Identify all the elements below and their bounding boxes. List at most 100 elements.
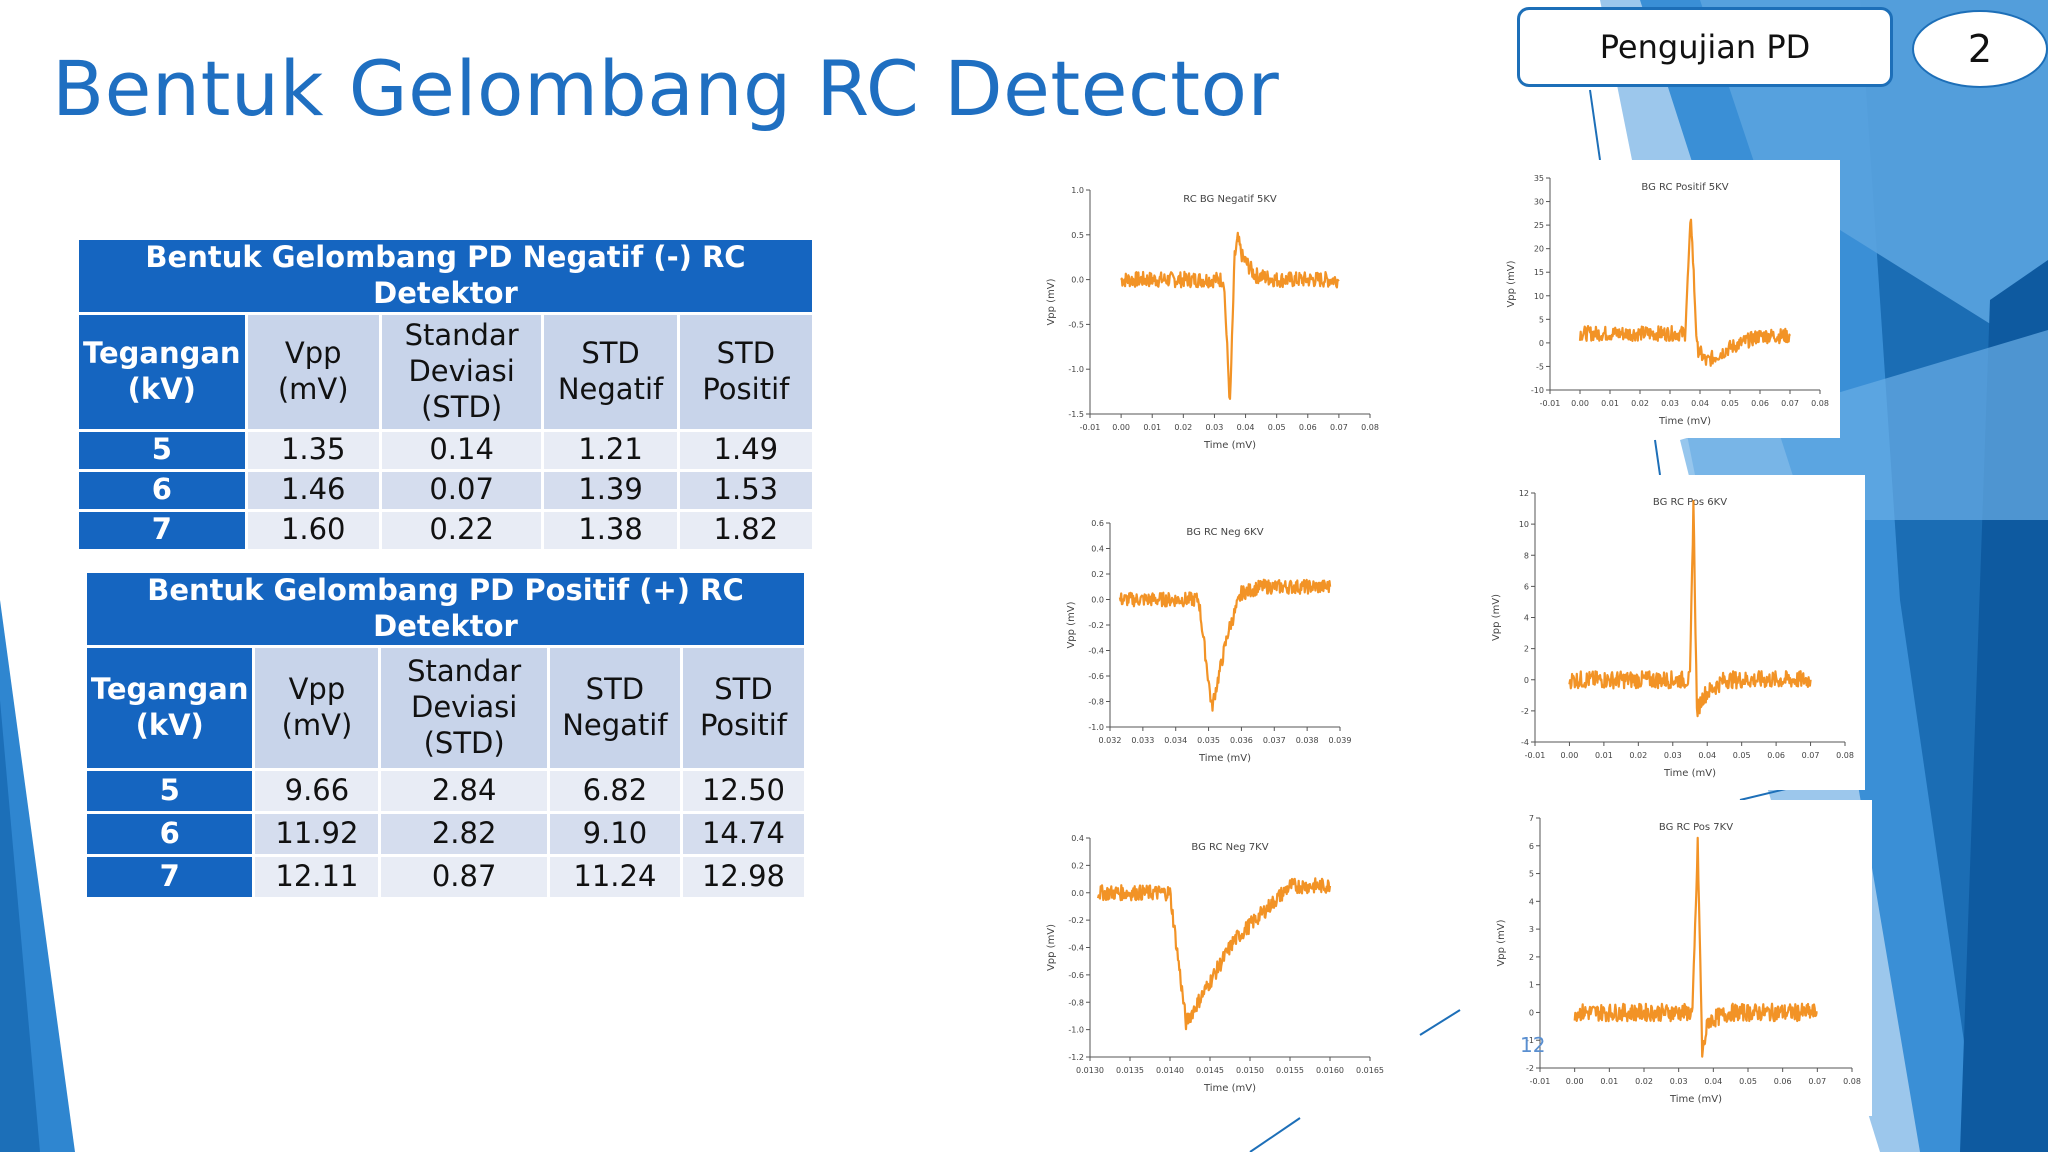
x-tick-label: 0.08 bbox=[1361, 423, 1379, 432]
y-tick-label: -5 bbox=[1536, 362, 1544, 371]
y-tick-label: -1.2 bbox=[1068, 1053, 1084, 1062]
x-tick-label: 0.01 bbox=[1601, 399, 1619, 408]
y-tick-label: 1.0 bbox=[1071, 186, 1084, 195]
chart-svg: -0.01 0.00 0.01 0.02 0.03 0.04 0.05 0.06 0.07 0.0… bbox=[1506, 174, 1829, 427]
y-tick-label: -1.0 bbox=[1068, 365, 1084, 374]
page-badge: 2 bbox=[1912, 10, 2048, 88]
x-tick-label: 0.05 bbox=[1268, 423, 1286, 432]
y-tick-label: -0.4 bbox=[1068, 944, 1084, 953]
table-cell: 7 bbox=[87, 856, 253, 897]
x-tick-label: 0.06 bbox=[1751, 399, 1769, 408]
chart-svg: -0.01 0.00 0.01 0.02 0.03 0.04 0.05 0.06 0.07 0.0… bbox=[1046, 186, 1379, 451]
table-header: Vpp (mV) bbox=[247, 314, 379, 429]
x-tick-label: 0.07 bbox=[1808, 1077, 1826, 1086]
table-caption: Bentuk Gelombang PD Positif (+) RC Detek… bbox=[87, 573, 804, 645]
y-tick-label: -1.0 bbox=[1068, 1026, 1084, 1035]
x-tick-label: -0.01 bbox=[1525, 751, 1546, 760]
x-tick-label: 0.0155 bbox=[1276, 1066, 1304, 1075]
table-header: Standar Deviasi (STD) bbox=[381, 647, 547, 768]
table-cell: 5 bbox=[87, 770, 253, 811]
table-header: Tegangan (kV) bbox=[87, 647, 253, 768]
table-cell: 12.11 bbox=[255, 856, 379, 897]
y-tick-label: 1 bbox=[1529, 981, 1534, 990]
chart-pos-7kv: -0.01 0.00 0.01 0.02 0.03 0.04 0.05 0.06 0.07 0.0… bbox=[1490, 800, 1872, 1116]
x-tick-label: 0.039 bbox=[1329, 736, 1352, 745]
table-cell: 9.66 bbox=[255, 770, 379, 811]
table-cell: 6.82 bbox=[549, 770, 680, 811]
x-axis-label: Time (mV) bbox=[1663, 768, 1716, 779]
x-tick-label: 0.05 bbox=[1721, 399, 1739, 408]
x-tick-label: 0.02 bbox=[1635, 1077, 1653, 1086]
x-tick-label: 0.03 bbox=[1664, 751, 1682, 760]
chart-neg-6kv: 0.032 0.033 0.034 0.035 0.036 0.037 0.038 0.039… bbox=[1060, 505, 1360, 775]
series-line bbox=[1568, 500, 1812, 718]
table-row: 6 1.46 0.07 1.39 1.53 bbox=[79, 471, 812, 509]
y-tick-label: -0.2 bbox=[1088, 621, 1104, 630]
table-cell: 1.82 bbox=[679, 511, 812, 549]
y-axis-label: Vpp (mV) bbox=[1066, 601, 1077, 648]
x-tick-label: 0.03 bbox=[1670, 1077, 1688, 1086]
x-tick-label: 0.08 bbox=[1843, 1077, 1861, 1086]
y-tick-label: 2 bbox=[1524, 645, 1529, 654]
table-cell: 0.14 bbox=[381, 431, 542, 469]
x-tick-label: 0.06 bbox=[1767, 751, 1785, 760]
x-tick-label: 0.04 bbox=[1691, 399, 1709, 408]
y-tick-label: 20 bbox=[1534, 245, 1544, 254]
x-tick-label: 0.035 bbox=[1197, 736, 1220, 745]
x-tick-label: 0.07 bbox=[1781, 399, 1799, 408]
x-tick-label: 0.00 bbox=[1566, 1077, 1584, 1086]
section-label-text: Pengujian PD bbox=[1599, 28, 1811, 66]
chart-title: BG RC Pos 7KV bbox=[1659, 822, 1733, 833]
page-title: Bentuk Gelombang RC Detector bbox=[52, 44, 1280, 133]
table-cell: 12.50 bbox=[682, 770, 804, 811]
x-tick-label: 0.08 bbox=[1811, 399, 1829, 408]
x-axis-label: Time (mV) bbox=[1198, 753, 1251, 764]
table-cell: 6 bbox=[87, 813, 253, 854]
y-tick-label: 0 bbox=[1524, 676, 1529, 685]
section-label: Pengujian PD bbox=[1517, 7, 1893, 87]
series-line bbox=[1096, 877, 1332, 1031]
slide-number: 12 bbox=[1520, 1033, 1546, 1057]
y-tick-label: 3 bbox=[1529, 925, 1534, 934]
y-axis-label: Vpp (mV) bbox=[1491, 594, 1502, 641]
x-tick-label: 0.02 bbox=[1174, 423, 1192, 432]
y-tick-label: 0.6 bbox=[1091, 519, 1104, 528]
table-header: Standar Deviasi (STD) bbox=[381, 314, 542, 429]
x-tick-label: 0.04 bbox=[1237, 423, 1255, 432]
x-axis-label: Time (mV) bbox=[1658, 416, 1711, 427]
table-cell: 11.92 bbox=[255, 813, 379, 854]
chart-title: RC BG Negatif 5KV bbox=[1183, 194, 1277, 205]
table-cell: 6 bbox=[79, 471, 245, 509]
x-tick-label: 0.00 bbox=[1112, 423, 1130, 432]
y-tick-label: 30 bbox=[1534, 198, 1544, 207]
chart-title: BG RC Neg 6KV bbox=[1186, 527, 1263, 538]
chart-pos-6kv: -0.01 0.00 0.01 0.02 0.03 0.04 0.05 0.06 0.07 0.0… bbox=[1485, 475, 1865, 790]
y-tick-label: -1 bbox=[1526, 1036, 1534, 1045]
y-tick-label: -10 bbox=[1531, 386, 1544, 395]
y-axis-label: Vpp (mV) bbox=[1046, 278, 1057, 325]
x-tick-label: 0.0160 bbox=[1316, 1066, 1344, 1075]
table-header: STD Negatif bbox=[549, 647, 680, 768]
y-tick-label: 12 bbox=[1519, 489, 1529, 498]
y-tick-label: 0.5 bbox=[1071, 231, 1084, 240]
x-tick-label: 0.06 bbox=[1299, 423, 1317, 432]
table-cell: 1.53 bbox=[679, 471, 812, 509]
table-negatif: Bentuk Gelombang PD Negatif (-) RC Detek… bbox=[76, 237, 815, 552]
x-tick-label: 0.01 bbox=[1143, 423, 1161, 432]
chart-svg: -0.01 0.00 0.01 0.02 0.03 0.04 0.05 0.06 0.07 0.0… bbox=[1496, 814, 1861, 1105]
y-tick-label: 2 bbox=[1529, 953, 1534, 962]
page-badge-text: 2 bbox=[1967, 27, 1993, 71]
x-tick-label: 0.02 bbox=[1631, 399, 1649, 408]
table-cell: 11.24 bbox=[549, 856, 680, 897]
table-row: 6 11.92 2.82 9.10 14.74 bbox=[87, 813, 804, 854]
x-tick-label: 0.0130 bbox=[1076, 1066, 1104, 1075]
y-axis-label: Vpp (mV) bbox=[1046, 924, 1057, 971]
x-tick-label: 0.05 bbox=[1733, 751, 1751, 760]
y-tick-label: 0.0 bbox=[1071, 276, 1084, 285]
y-tick-label: -1.0 bbox=[1088, 723, 1104, 732]
x-tick-label: 0.06 bbox=[1774, 1077, 1792, 1086]
table-positif: Bentuk Gelombang PD Positif (+) RC Detek… bbox=[84, 570, 807, 900]
table-cell: 5 bbox=[79, 431, 245, 469]
x-tick-label: 0.01 bbox=[1600, 1077, 1618, 1086]
x-tick-label: 0.04 bbox=[1698, 751, 1716, 760]
